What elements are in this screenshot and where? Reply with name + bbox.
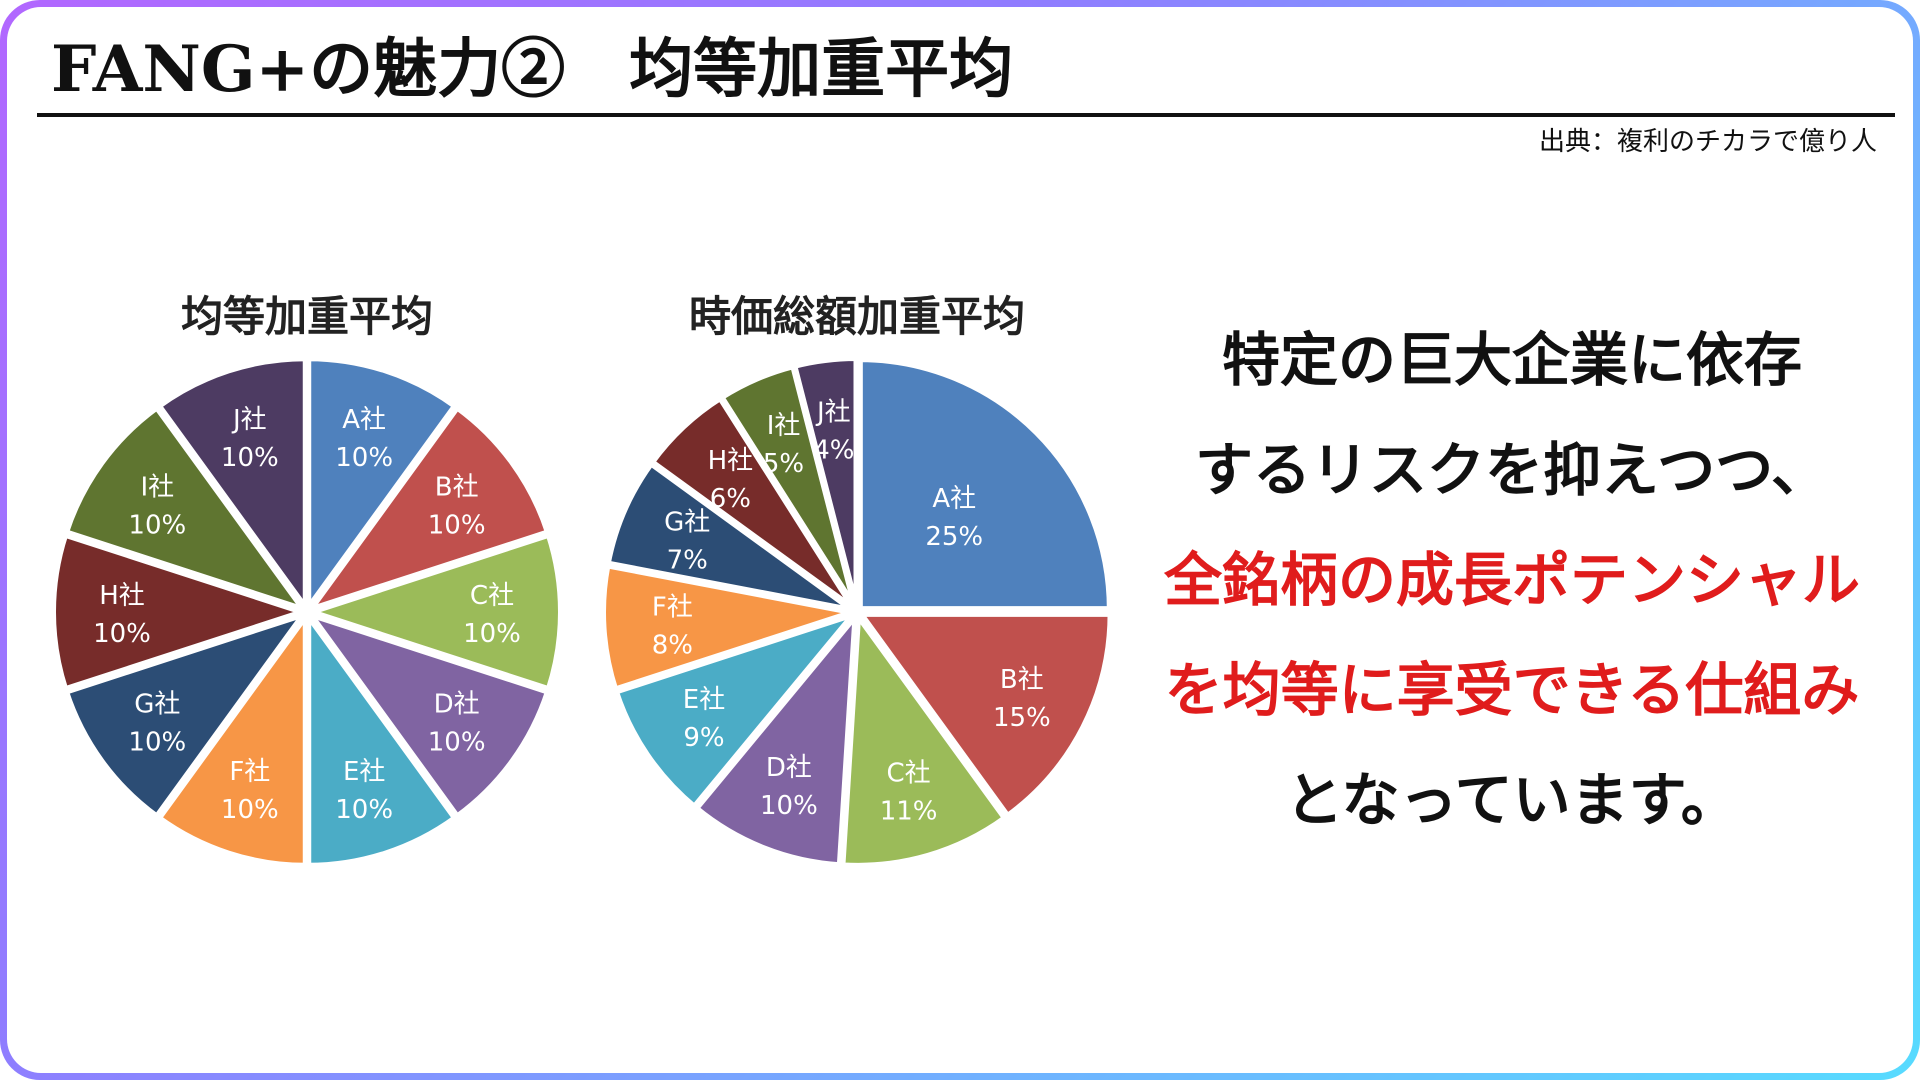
message-line-1: 特定の巨大企業に依存 bbox=[1221, 326, 1802, 394]
equal-pie-slice-j bbox=[154, 355, 309, 618]
equal-pie-label-e-value: 10% bbox=[335, 795, 393, 825]
equal-pie-label-b-value: 10% bbox=[428, 510, 486, 540]
cap-pie-slice-a bbox=[856, 356, 1113, 613]
equal-pie-slice-a bbox=[305, 355, 460, 618]
equal-pie-label-f-value: 10% bbox=[221, 795, 279, 825]
chart-market-cap-weight-title: 時価総額加重平均 bbox=[688, 292, 1025, 341]
slide-title: FANG+の魅力② 均等加重平均 bbox=[51, 32, 1014, 107]
equal-pie-label-a-name: A社 bbox=[342, 405, 386, 435]
message-block: 特定の巨大企業に依存 するリスクを抑えつつ、 全銘柄の成長ポテンシャル を均等に… bbox=[1117, 305, 1907, 855]
cap-pie-label-a-value: 25% bbox=[925, 522, 983, 552]
equal-pie-label-j-value: 10% bbox=[221, 443, 279, 473]
equal-pie-slice-e bbox=[305, 606, 460, 869]
cap-pie-label-g-name: G社 bbox=[664, 508, 710, 538]
cap-pie-label-b-name: B社 bbox=[1000, 665, 1044, 695]
equal-pie-label-f-name: F社 bbox=[229, 757, 270, 787]
cap-pie-slice-c bbox=[839, 607, 1010, 869]
equal-pie-label-i-value: 10% bbox=[128, 510, 186, 540]
equal-pie-label-b-name: B社 bbox=[435, 472, 479, 502]
equal-pie-label-a-value: 10% bbox=[335, 443, 393, 473]
title-underline bbox=[37, 113, 1895, 117]
equal-pie-slice-i bbox=[62, 403, 312, 616]
cap-pie-label-a-name: A社 bbox=[932, 484, 976, 514]
equal-pie-label-c-name: C社 bbox=[470, 581, 514, 611]
cap-pie-label-j-value: 4% bbox=[813, 435, 854, 465]
message-line-4-highlight: を均等に享受できる仕組み bbox=[1164, 656, 1860, 724]
equal-pie-label-g-value: 10% bbox=[128, 728, 186, 758]
cap-pie-label-h-value: 6% bbox=[710, 484, 751, 514]
cap-pie-slice-j bbox=[790, 355, 860, 609]
equal-pie-label-g-name: G社 bbox=[134, 690, 180, 720]
cap-pie-slice-e bbox=[612, 608, 863, 812]
equal-pie-label-h-name: H社 bbox=[99, 581, 145, 611]
cap-pie-label-i-name: I社 bbox=[767, 411, 801, 441]
cap-pie-label-e-name: E社 bbox=[683, 685, 725, 715]
cap-pie-label-j-name: J社 bbox=[815, 397, 851, 427]
cap-pie-label-b-value: 15% bbox=[993, 703, 1051, 733]
message-line-3-highlight: 全銘柄の成長ポテンシャル bbox=[1163, 546, 1860, 614]
equal-pie-slice-d bbox=[302, 608, 552, 821]
cap-pie-label-c-name: C社 bbox=[887, 759, 931, 789]
equal-pie-slice-b bbox=[302, 403, 552, 616]
cap-pie-slice-b bbox=[854, 610, 1114, 821]
equal-pie-slice-g bbox=[62, 608, 312, 821]
cap-pie-label-h-name: H社 bbox=[708, 446, 754, 476]
cap-pie-slice-f bbox=[600, 561, 854, 694]
equal-pie-slice-h bbox=[50, 530, 313, 694]
equal-pie-label-d-name: D社 bbox=[434, 690, 480, 720]
pie-chart-equal-weight: A社 10% B社 10% C社 10% D社 10% E社 10% F社 10% G社 10% H社 10%… bbox=[50, 355, 564, 869]
cap-pie-label-d-value: 10% bbox=[760, 791, 818, 821]
cap-pie-label-e-value: 9% bbox=[683, 723, 724, 753]
equal-pie-label-d-value: 10% bbox=[428, 728, 486, 758]
equal-pie-label-e-name: E社 bbox=[343, 757, 385, 787]
message-line-5: となっています。 bbox=[1285, 766, 1739, 834]
cap-pie-label-f-value: 8% bbox=[652, 631, 693, 661]
cap-pie-label-i-value: 5% bbox=[763, 449, 804, 479]
chart-equal-weight-title: 均等加重平均 bbox=[180, 292, 433, 341]
cap-pie-label-c-value: 11% bbox=[880, 797, 938, 827]
message-line-2: するリスクを抑えつつ、 bbox=[1195, 436, 1829, 504]
equal-pie-slice-c bbox=[301, 530, 564, 694]
pie-chart-market-cap-weight: A社 25% B社 15% C社 11% D社 10% E社 9% F社 8% G社 7% H社 6% I社 5%… bbox=[600, 355, 1114, 869]
slide-canvas: FANG+の魅力② 均等加重平均 出典：複利のチカラで億り人 均等加重平均 A社… bbox=[7, 7, 1913, 1073]
cap-pie-slice-g bbox=[604, 459, 856, 614]
equal-pie-slice-f bbox=[154, 606, 309, 869]
equal-pie-label-i-name: I社 bbox=[140, 472, 174, 502]
source-note: 出典：複利のチカラで億り人 bbox=[1538, 127, 1877, 157]
cap-pie-label-g-value: 7% bbox=[667, 546, 708, 576]
cap-pie-slice-d bbox=[691, 606, 860, 869]
equal-pie-label-c-value: 10% bbox=[463, 619, 521, 649]
equal-pie-label-h-value: 10% bbox=[93, 619, 151, 649]
cap-pie-label-f-name: F社 bbox=[652, 593, 693, 623]
equal-pie-label-j-name: J社 bbox=[231, 405, 267, 435]
cap-pie-label-d-name: D社 bbox=[766, 753, 812, 783]
